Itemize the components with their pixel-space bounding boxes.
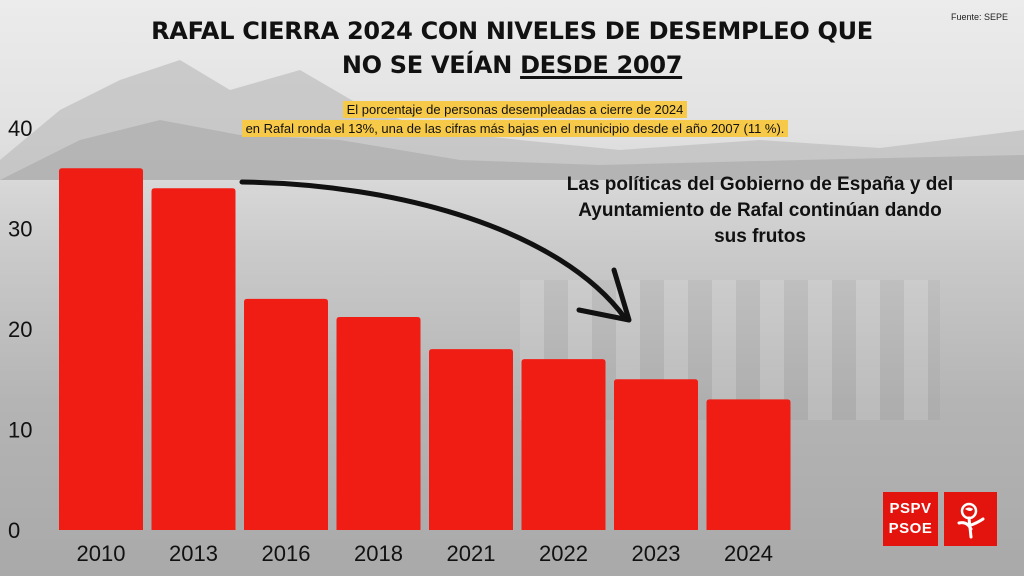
chart-title: RAFAL CIERRA 2024 CON NIVELES DE DESEMPL… xyxy=(0,14,1024,82)
logo-line-2: PSOE xyxy=(888,520,933,537)
y-tick-label: 10 xyxy=(8,418,32,443)
title-line-1: RAFAL CIERRA 2024 CON NIVELES DE DESEMPL… xyxy=(151,17,873,45)
mountain-silhouette xyxy=(0,60,1024,180)
x-tick-label: 2022 xyxy=(539,541,588,566)
annotation-line-1: Las políticas del Gobierno de España y d… xyxy=(566,174,954,195)
bar-2024 xyxy=(706,399,791,530)
bar-2018 xyxy=(336,316,421,530)
pspv-psoe-logo: PSPV PSOE xyxy=(883,492,997,546)
trend-arrow xyxy=(239,179,632,323)
subtitle-line-2: en Rafal ronda el 13%, una de las cifras… xyxy=(241,120,789,137)
x-tick-label: 2013 xyxy=(169,541,218,566)
x-tick-label: 2024 xyxy=(724,541,773,566)
title-line-2-underlined: DESDE 2007 xyxy=(520,51,683,79)
y-axis: 0 10 20 30 40 xyxy=(8,116,32,543)
annotation-line-3: sus frutos xyxy=(714,226,806,247)
x-tick-label: 2023 xyxy=(632,541,681,566)
bar-2023 xyxy=(614,379,698,530)
y-tick-label: 30 xyxy=(8,217,32,242)
x-tick-label: 2018 xyxy=(354,541,403,566)
bar-2022 xyxy=(521,359,606,530)
x-axis: 2010 2013 2016 2018 2021 2022 2023 2024 xyxy=(77,541,773,566)
x-tick-label: 2010 xyxy=(77,541,126,566)
x-tick-label: 2021 xyxy=(447,541,496,566)
rose-icon xyxy=(944,492,997,546)
y-tick-label: 40 xyxy=(8,116,32,141)
title-line-2-prefix: NO SE VEÍAN xyxy=(341,51,521,79)
chart-subtitle: El porcentaje de personas desempleadas a… xyxy=(185,100,845,138)
y-tick-label: 20 xyxy=(8,317,32,342)
bar-2021 xyxy=(429,349,513,530)
title-line-2: NO SE VEÍAN DESDE 2007 xyxy=(0,48,1024,82)
logo-line-1: PSPV xyxy=(889,500,932,517)
x-tick-label: 2016 xyxy=(262,541,311,566)
source-label: Fuente: SEPE xyxy=(950,12,1008,22)
bar-2010 xyxy=(59,168,143,530)
annotation-text: Las políticas del Gobierno de España y d… xyxy=(540,172,980,250)
bars xyxy=(59,168,791,531)
y-tick-label: 0 xyxy=(8,518,20,543)
bar-2013 xyxy=(151,188,236,531)
subtitle-line-1: El porcentaje de personas desempleadas a… xyxy=(342,101,688,118)
annotation-line-2: Ayuntamiento de Rafal continúan dando xyxy=(578,200,942,221)
bar-2016 xyxy=(244,298,328,530)
logo-text: PSPV PSOE xyxy=(883,492,938,546)
